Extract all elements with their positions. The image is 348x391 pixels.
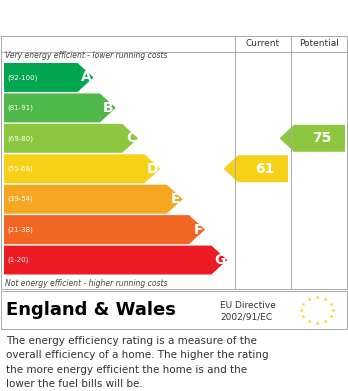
Text: 61: 61 xyxy=(255,162,275,176)
Text: (69-80): (69-80) xyxy=(7,135,33,142)
Text: (21-38): (21-38) xyxy=(7,226,33,233)
Text: EU Directive: EU Directive xyxy=(220,301,276,310)
Text: Current: Current xyxy=(246,38,280,47)
Text: (39-54): (39-54) xyxy=(7,196,33,203)
Text: (1-20): (1-20) xyxy=(7,257,29,263)
Polygon shape xyxy=(223,155,288,182)
Text: The energy efficiency rating is a measure of the
overall efficiency of a home. T: The energy efficiency rating is a measur… xyxy=(6,336,269,389)
Text: England & Wales: England & Wales xyxy=(6,301,176,319)
Polygon shape xyxy=(4,63,94,92)
Text: E: E xyxy=(171,192,181,206)
Text: D: D xyxy=(147,162,158,176)
Polygon shape xyxy=(279,125,345,152)
Text: Very energy efficient - lower running costs: Very energy efficient - lower running co… xyxy=(5,50,167,59)
Text: Not energy efficient - higher running costs: Not energy efficient - higher running co… xyxy=(5,278,167,287)
Text: C: C xyxy=(126,131,136,145)
Text: 75: 75 xyxy=(312,131,331,145)
Polygon shape xyxy=(4,246,227,274)
Text: Potential: Potential xyxy=(299,38,339,47)
Text: G: G xyxy=(214,253,225,267)
Polygon shape xyxy=(4,124,138,153)
Text: B: B xyxy=(103,101,114,115)
Text: 2002/91/EC: 2002/91/EC xyxy=(220,312,272,321)
Text: Energy Efficiency Rating: Energy Efficiency Rating xyxy=(10,10,220,25)
Text: (55-68): (55-68) xyxy=(7,165,33,172)
Text: A: A xyxy=(81,70,92,84)
Text: (81-91): (81-91) xyxy=(7,105,33,111)
Text: F: F xyxy=(193,222,203,237)
Polygon shape xyxy=(4,185,183,213)
Text: (92-100): (92-100) xyxy=(7,74,37,81)
Polygon shape xyxy=(4,215,205,244)
Polygon shape xyxy=(4,154,160,183)
Polygon shape xyxy=(4,93,116,122)
